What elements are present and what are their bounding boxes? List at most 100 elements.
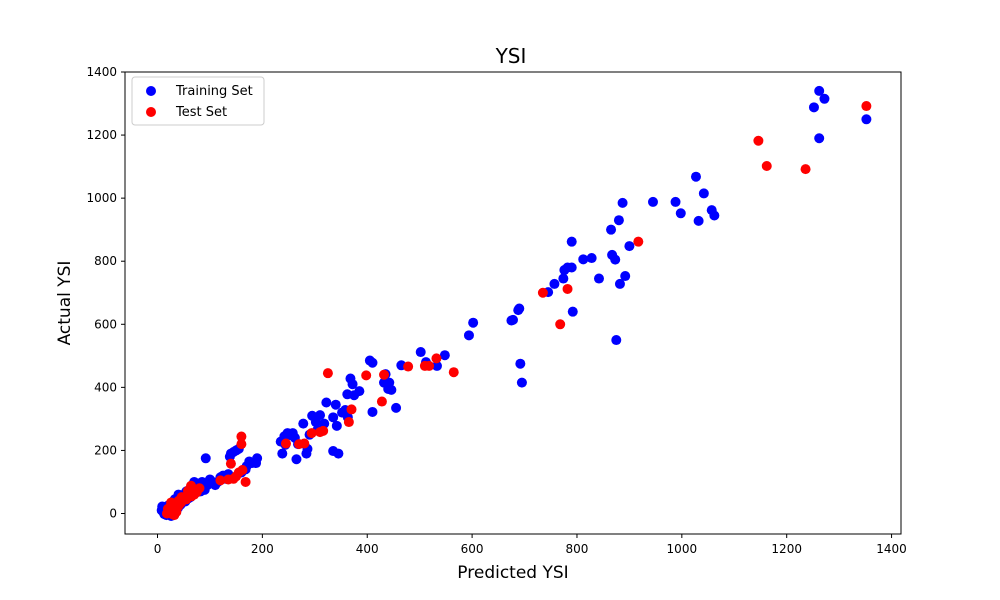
y-axis-title: Actual YSI — [55, 261, 75, 346]
x-tick-label: 800 — [566, 542, 589, 556]
data-point — [330, 399, 341, 410]
legend: Training Set Test Set — [131, 76, 265, 126]
data-point — [814, 133, 825, 144]
data-point — [624, 241, 635, 252]
y-tick-label: 200 — [94, 443, 117, 457]
x-tick-label: 0 — [154, 542, 162, 556]
data-point — [761, 160, 772, 171]
data-point — [555, 319, 566, 330]
data-point — [346, 404, 357, 415]
data-point — [331, 420, 342, 431]
plot-area — [124, 71, 902, 535]
y-tick-label: 1200 — [86, 128, 117, 142]
data-point — [391, 402, 402, 413]
data-point — [307, 410, 318, 421]
data-point — [607, 249, 618, 260]
data-point — [379, 369, 390, 380]
data-point — [606, 224, 617, 235]
chart-title: YSI — [495, 44, 527, 68]
data-point — [611, 335, 622, 346]
data-point — [613, 215, 624, 226]
data-point — [361, 370, 372, 381]
data-point — [614, 278, 625, 289]
data-point — [562, 283, 573, 294]
data-point — [549, 278, 560, 289]
data-point — [690, 171, 701, 182]
data-point — [367, 406, 378, 417]
y-tick-label: 1000 — [86, 191, 117, 205]
data-point — [800, 164, 811, 175]
data-point — [633, 236, 644, 247]
data-point — [693, 215, 704, 226]
data-point — [431, 353, 442, 364]
data-point — [861, 101, 872, 112]
data-point — [415, 347, 426, 358]
data-point — [280, 438, 291, 449]
x-tick-label: 600 — [461, 542, 484, 556]
data-point — [675, 208, 686, 219]
series-1 — [161, 101, 872, 521]
y-tick-label: 0 — [109, 507, 117, 521]
data-point — [343, 417, 354, 428]
data-point — [215, 475, 226, 486]
data-point — [578, 254, 589, 265]
data-point — [347, 379, 358, 390]
data-point — [223, 474, 234, 485]
data-point — [386, 384, 397, 395]
x-tick-label: 1200 — [771, 542, 802, 556]
data-point — [617, 197, 628, 208]
x-tick-label: 400 — [356, 542, 379, 556]
data-point — [342, 389, 353, 400]
plot-frame — [124, 71, 902, 535]
data-point — [376, 396, 387, 407]
data-point — [379, 377, 390, 388]
data-point — [277, 448, 288, 459]
x-tick-label: 1000 — [667, 542, 698, 556]
data-point — [301, 448, 312, 459]
data-point — [558, 273, 569, 284]
legend-marker-test — [146, 107, 156, 117]
data-point — [515, 358, 526, 369]
data-point — [670, 196, 681, 207]
data-point — [236, 431, 247, 442]
data-point — [567, 306, 578, 317]
data-point — [364, 355, 375, 366]
data-point — [328, 412, 339, 423]
data-point — [200, 453, 211, 464]
data-point — [186, 480, 197, 491]
data-point — [328, 446, 339, 457]
data-point — [448, 367, 459, 378]
data-point — [559, 265, 570, 276]
data-point — [516, 377, 527, 388]
data-point — [439, 350, 450, 361]
data-point — [298, 418, 309, 429]
legend-box — [131, 76, 265, 126]
data-point — [167, 509, 178, 520]
data-point — [513, 305, 524, 316]
data-point — [647, 196, 658, 207]
series-0 — [156, 85, 872, 522]
data-point — [698, 188, 709, 199]
data-point — [808, 102, 819, 113]
data-point — [861, 114, 872, 125]
data-point — [468, 317, 479, 328]
x-axis: 0 200 400 600 800 1000 1200 1400 — [154, 534, 907, 556]
data-point — [814, 85, 825, 96]
y-tick-label: 800 — [94, 254, 117, 268]
data-point — [240, 476, 251, 487]
data-point — [322, 368, 333, 379]
data-point — [315, 427, 326, 438]
data-point — [753, 135, 764, 146]
data-point — [537, 287, 548, 298]
legend-label-training: Training Set — [175, 84, 253, 99]
data-point — [819, 93, 830, 104]
x-axis-title: Predicted YSI — [457, 563, 568, 583]
data-point — [173, 500, 184, 511]
data-point — [176, 492, 187, 503]
data-point — [403, 361, 414, 372]
data-point — [431, 360, 442, 371]
data-point — [463, 330, 474, 341]
points-layer — [156, 85, 872, 522]
y-tick-label: 1400 — [86, 65, 117, 79]
